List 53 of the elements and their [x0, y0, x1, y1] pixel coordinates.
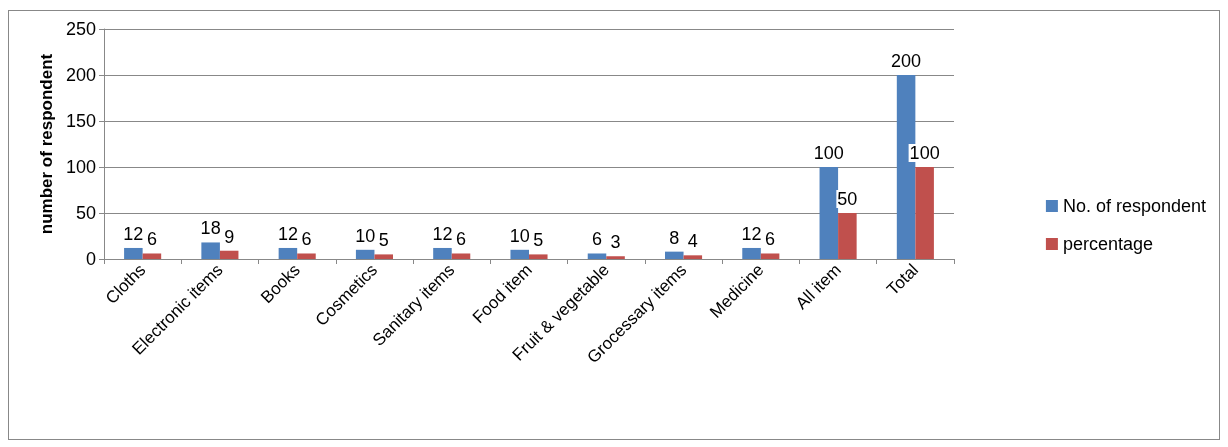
- data-label: 12: [277, 223, 298, 244]
- bar: [510, 249, 529, 259]
- bar: [433, 247, 452, 259]
- data-label: 50: [837, 189, 858, 209]
- y-tick-label: 0: [85, 249, 96, 269]
- bar: [683, 255, 703, 259]
- bar: [529, 254, 548, 259]
- bar: [451, 253, 471, 259]
- data-label: 100: [813, 143, 844, 163]
- data-label: 6: [765, 229, 776, 250]
- y-tick-label: 100: [65, 157, 96, 177]
- bar: [355, 249, 375, 259]
- bar: [606, 256, 625, 259]
- bar: [915, 167, 934, 259]
- bar: [142, 253, 162, 259]
- bar: [665, 251, 684, 259]
- x-tick-label: All item: [792, 260, 845, 314]
- data-label: 5: [533, 230, 544, 251]
- data-label: 6: [455, 229, 467, 250]
- y-tick-label: 200: [65, 65, 96, 85]
- data-label: 12: [741, 223, 762, 244]
- data-label: 6: [146, 229, 157, 250]
- data-label: 10: [355, 225, 376, 246]
- data-label: 100: [909, 143, 940, 163]
- bar: [219, 250, 239, 259]
- bar: [278, 247, 298, 259]
- bar: [742, 247, 761, 259]
- data-label: 6: [591, 229, 603, 250]
- bar: [760, 253, 780, 259]
- data-label: 12: [432, 223, 453, 244]
- data-label: 6: [301, 229, 312, 250]
- y-tick-label: 50: [75, 203, 96, 223]
- data-label: 5: [378, 230, 389, 251]
- data-label: 10: [509, 225, 530, 246]
- data-label: 3: [610, 232, 621, 253]
- bar: [124, 247, 143, 259]
- bar: [819, 167, 839, 259]
- bar: [587, 253, 607, 259]
- y-tick-label: 250: [65, 19, 96, 39]
- bar: [201, 242, 220, 259]
- data-label: 9: [224, 226, 235, 247]
- data-label: 18: [200, 218, 221, 239]
- y-tick-label: 150: [65, 111, 96, 131]
- legend-label: No. of respondent: [1062, 196, 1207, 216]
- bar: [838, 213, 857, 259]
- bar: [374, 254, 393, 259]
- data-label: 8: [669, 227, 680, 248]
- legend-label: percentage: [1062, 234, 1153, 254]
- data-label: 200: [891, 51, 922, 71]
- data-label: 4: [687, 231, 698, 252]
- bar: [297, 253, 316, 259]
- y-axis-title: number of respondent: [37, 53, 57, 235]
- data-label: 12: [123, 223, 144, 244]
